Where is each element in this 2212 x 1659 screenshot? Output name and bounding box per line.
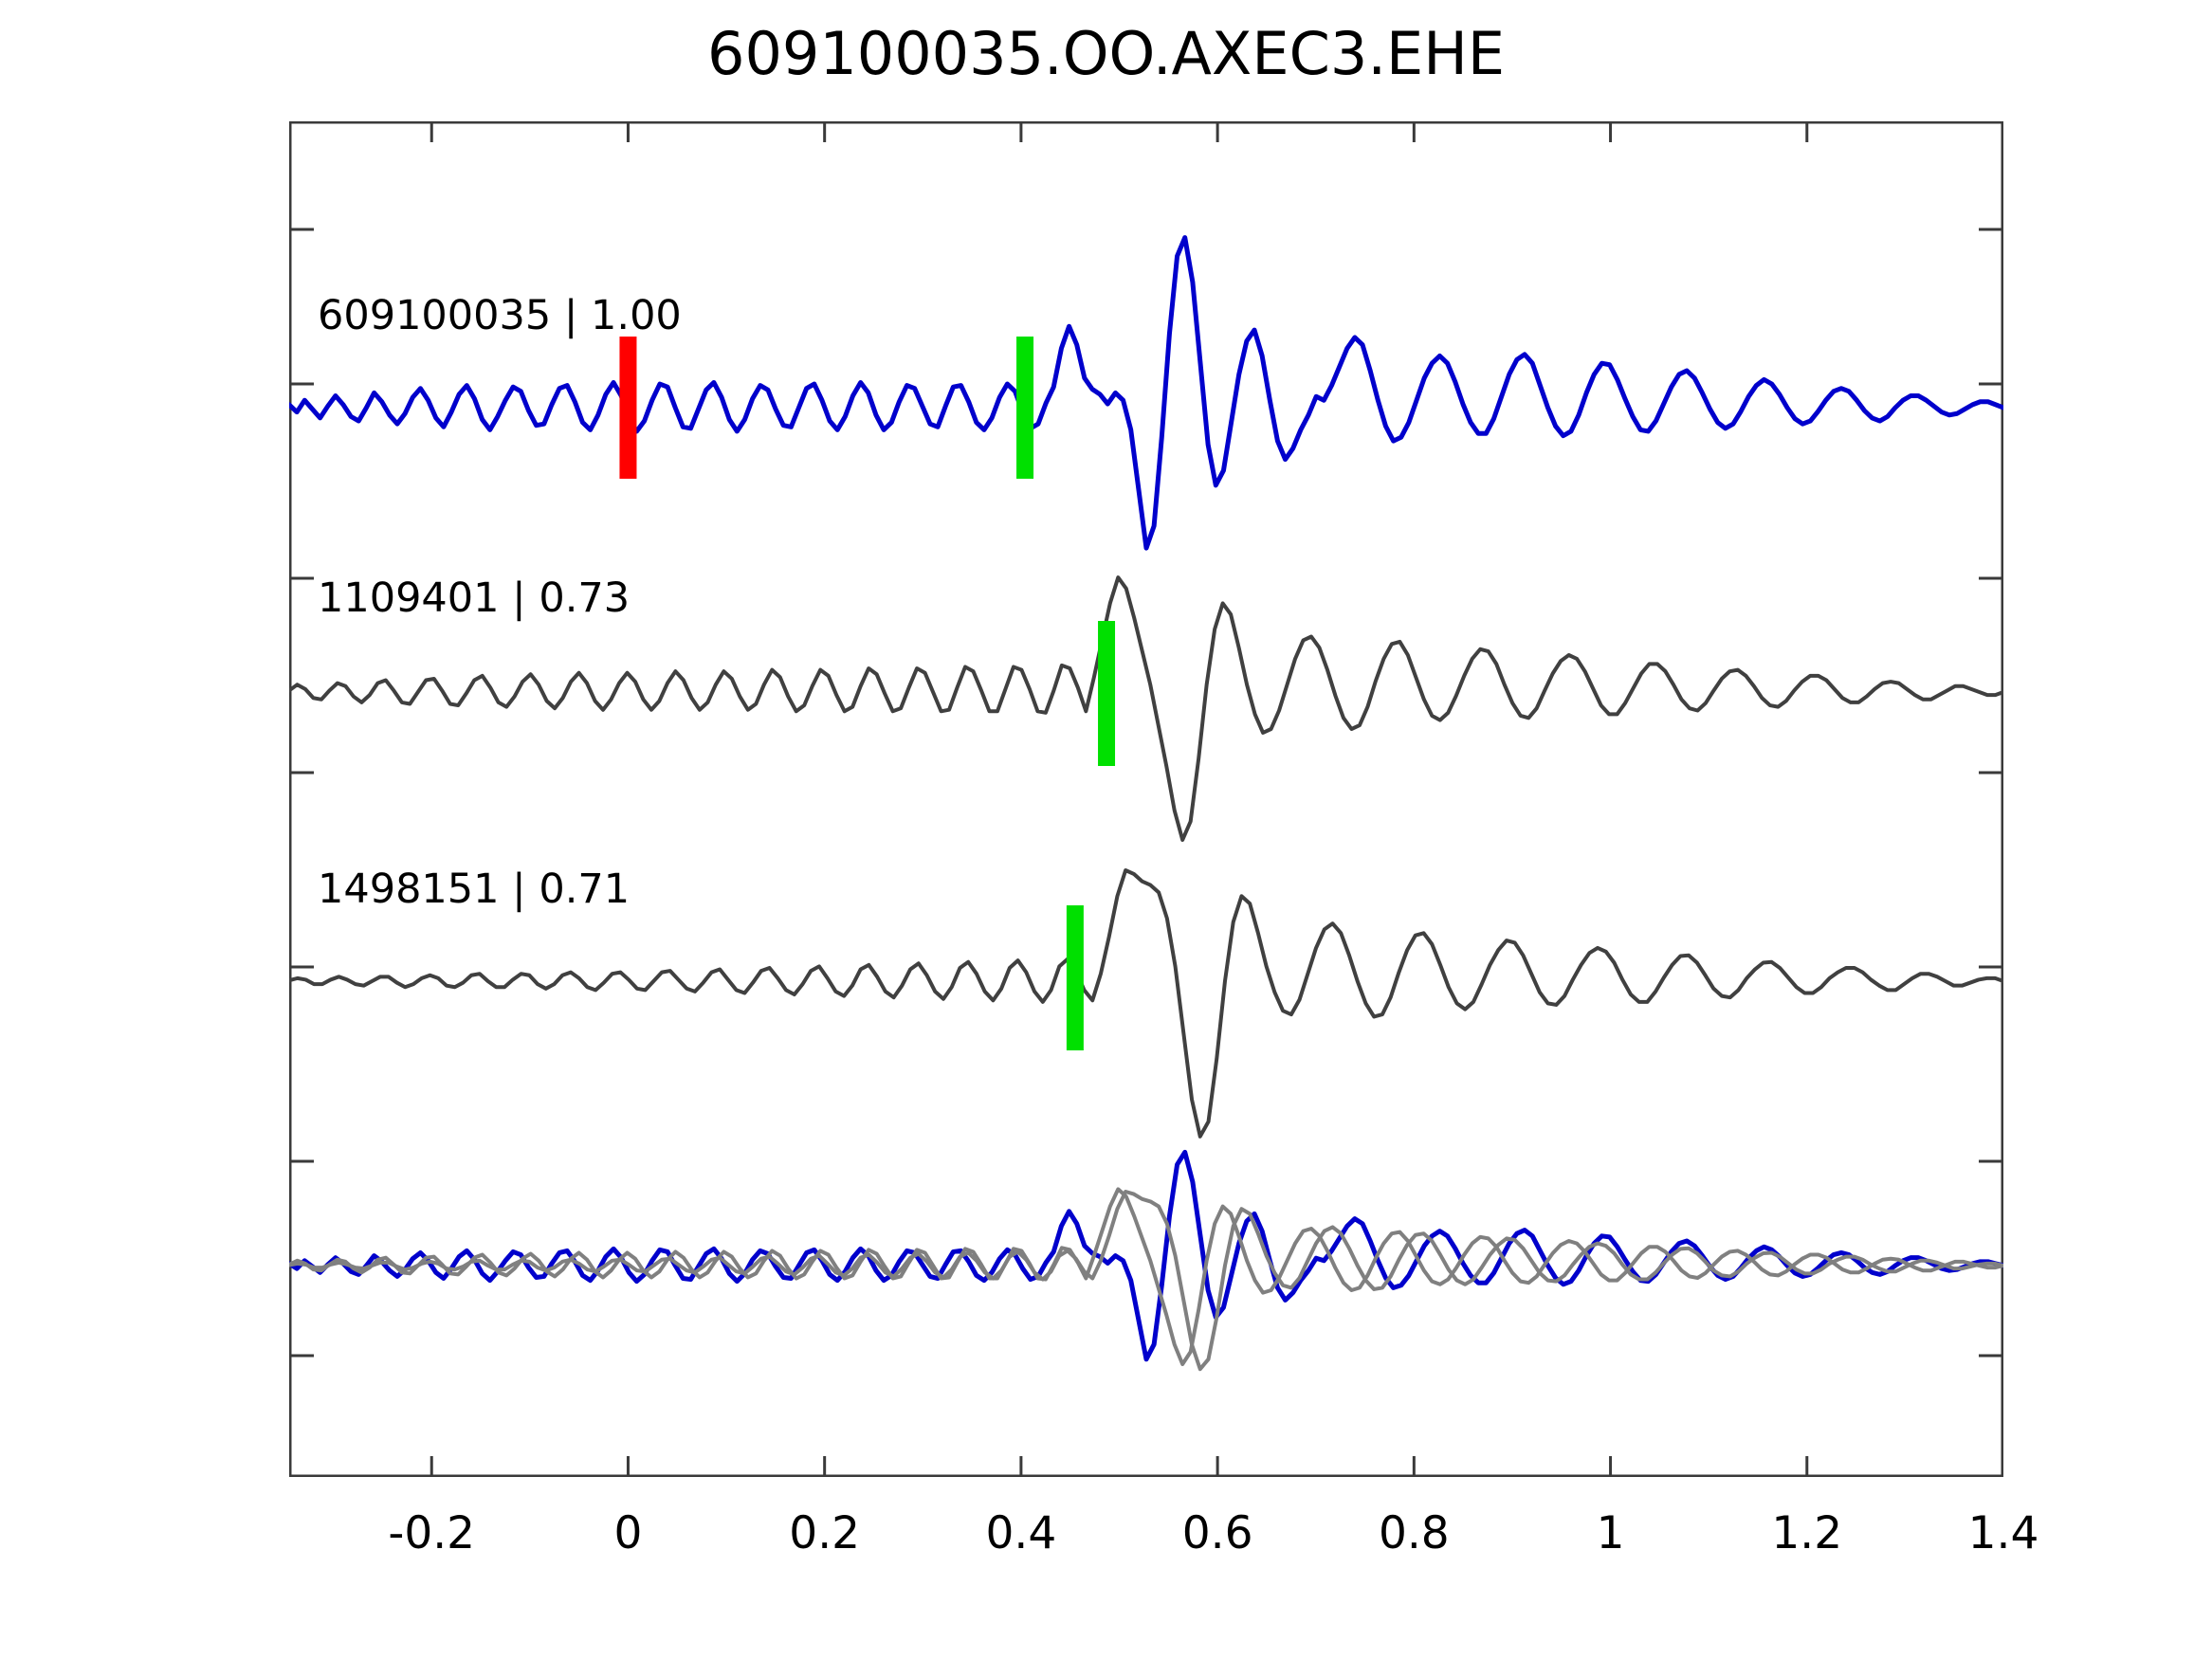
trace-line-609100035 — [289, 235, 2003, 551]
detection-marker-1498151 — [1066, 905, 1084, 1050]
trace-lines — [289, 235, 2003, 1372]
pick-marker-609100035 — [619, 337, 637, 479]
waveform-plot — [289, 121, 2003, 1477]
x-tick-label-7: 1.2 — [1771, 1507, 1843, 1559]
trace-label-0: 609100035 | 1.00 — [318, 292, 682, 339]
detection-marker-1109401 — [1098, 621, 1116, 766]
x-tick-label-5: 0.8 — [1378, 1507, 1450, 1559]
x-tick-label-1: 0 — [613, 1507, 643, 1559]
page-title: 609100035.OO.AXEC3.EHE — [707, 19, 1505, 88]
trace-label-1: 1109401 | 0.73 — [318, 574, 631, 622]
pick-markers — [619, 337, 1116, 1050]
plot-area: 609100035 | 1.00 1109401 | 0.73 1498151 … — [289, 121, 2003, 1477]
x-tick-label-6: 1 — [1596, 1507, 1625, 1559]
x-tick-label-3: 0.4 — [985, 1507, 1057, 1559]
trace-label-2: 1498151 | 0.71 — [318, 866, 631, 913]
y-axis-ticks — [289, 228, 2003, 1358]
x-axis-ticks — [430, 121, 2003, 1477]
x-tick-label-8: 1.4 — [1967, 1507, 2039, 1559]
x-tick-label-0: -0.2 — [388, 1507, 476, 1559]
x-tick-label-2: 0.2 — [789, 1507, 861, 1559]
detection-marker-609100035 — [1016, 337, 1034, 479]
overlay-trace-1109401 — [289, 1187, 2003, 1366]
trace-line-1498151 — [289, 868, 2003, 1139]
overlay-trace-1498151 — [289, 1190, 2003, 1372]
trace-line-1109401 — [289, 575, 2003, 842]
x-tick-label-4: 0.6 — [1181, 1507, 1253, 1559]
